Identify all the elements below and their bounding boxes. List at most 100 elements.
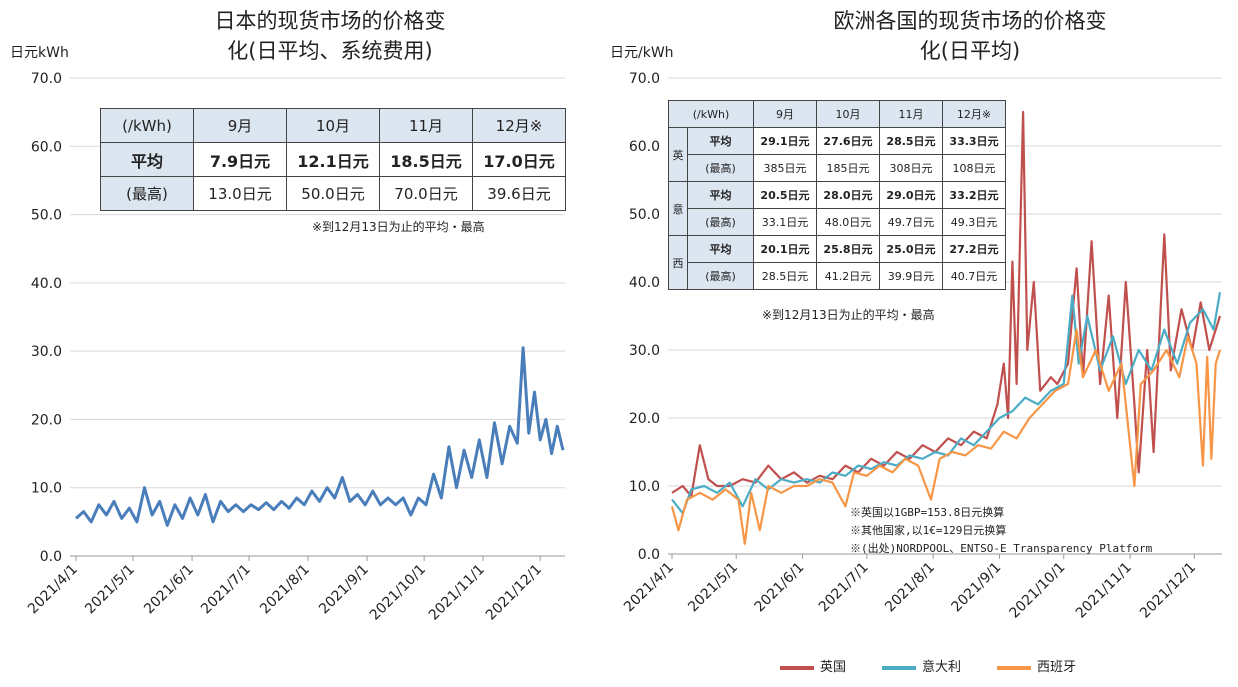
eu-th-dec: 12月※ — [942, 100, 1006, 128]
jp-th-oct: 10月 — [286, 108, 380, 143]
eu-cell: 28.0日元 — [816, 181, 880, 209]
jp-y-tick-label: 30.0 — [31, 344, 62, 360]
jp-y-tick-label: 0.0 — [40, 549, 62, 565]
eu-cell: 20.5日元 — [753, 181, 817, 209]
eu-table-note: ※到12月13日为止的平均・最高 — [762, 308, 935, 322]
eu-cell: 385日元 — [753, 154, 817, 182]
jp-x-tick-label: 2021/8/1 — [257, 562, 313, 618]
eu-cell: 185日元 — [816, 154, 880, 182]
eu-cell: 41.2日元 — [816, 262, 880, 290]
eu-row-label: (最高) — [687, 154, 754, 182]
eu-x-tick-label: 2021/9/1 — [949, 560, 1005, 616]
eu-th-oct: 10月 — [816, 100, 880, 128]
legend-swatch-it — [882, 665, 917, 670]
jp-cell: 18.5日元 — [379, 142, 473, 177]
jp-y-tick-label: 70.0 — [31, 71, 62, 87]
eu-x-tick-label: 2021/6/1 — [752, 560, 808, 616]
eu-y-tick-label: 50.0 — [629, 207, 660, 223]
jp-x-tick-label: 2021/7/1 — [198, 562, 254, 618]
eu-it-avg-row: 意 平均 20.5日元 28.0日元 29.0日元 33.2日元 — [668, 181, 1006, 236]
eu-es-max-row: (最高) 28.5日元 41.2日元 39.9日元 40.7日元 — [669, 262, 1006, 290]
eu-title-line-2: 化(日平均) — [919, 39, 1021, 63]
jp-th-nov: 11月 — [379, 108, 473, 143]
jp-y-tick-label: 60.0 — [31, 139, 62, 155]
eu-cell: 308日元 — [879, 154, 943, 182]
eu-x-tick-label: 2021/11/1 — [1073, 560, 1135, 622]
eu-es-avg-row: 西 平均 20.1日元 25.8日元 25.0日元 27.2日元 — [668, 235, 1006, 290]
jp-x-tick-label: 2021/5/1 — [82, 562, 138, 618]
jp-series-line-0 — [74, 346, 565, 527]
eu-cell: 49.3日元 — [942, 208, 1006, 236]
eu-note-1: ※英国以1GBP=153.8日元换算 — [850, 506, 1005, 519]
eu-row-label: 平均 — [687, 235, 754, 263]
eu-cell: 108日元 — [942, 154, 1006, 182]
eu-table-header: (/kWh) 9月 10月 11月 12月※ — [668, 100, 1006, 128]
jp-x-tick-label: 2021/11/1 — [426, 562, 488, 624]
jp-th-sep: 9月 — [193, 108, 287, 143]
eu-cell: 29.0日元 — [879, 181, 943, 209]
eu-y-tick-label: 30.0 — [629, 343, 660, 359]
jp-table-header: (/kWh) 9月 10月 11月 12月※ — [100, 108, 566, 143]
jp-row-label: 平均 — [100, 142, 194, 177]
legend-item-es: 西班牙 — [997, 656, 1076, 675]
eu-cell: 33.2日元 — [942, 181, 1006, 209]
jp-row-label: (最高) — [100, 176, 194, 211]
eu-country-uk: 英 — [668, 127, 688, 182]
jp-cell: 7.9日元 — [193, 142, 287, 177]
eu-row-label: (最高) — [687, 208, 754, 236]
eu-legend: 英国 意大利 西班牙 — [780, 656, 1076, 675]
eu-y-tick-label: 70.0 — [629, 71, 660, 87]
eu-cell: 27.6日元 — [816, 127, 880, 155]
jp-summary-table: (/kWh) 9月 10月 11月 12月※ 平均 7.9日元 12.1日元 1… — [100, 108, 566, 211]
eu-uk-avg-row: 英 平均 29.1日元 27.6日元 28.5日元 33.3日元 — [668, 127, 1006, 182]
jp-table-row-max: (最高) 13.0日元 50.0日元 70.0日元 39.6日元 — [100, 176, 566, 211]
eu-chart-title: 欧洲各国的现货市场的价格变 化(日平均) — [770, 6, 1170, 66]
eu-uk-max-row: (最高) 385日元 185日元 308日元 108日元 — [669, 154, 1006, 182]
jp-x-tick-label: 2021/9/1 — [316, 562, 372, 618]
eu-cell: 40.7日元 — [942, 262, 1006, 290]
eu-cell: 29.1日元 — [753, 127, 817, 155]
legend-item-it: 意大利 — [882, 656, 961, 675]
legend-item-uk: 英国 — [780, 656, 846, 675]
eu-th-unit: (/kWh) — [668, 100, 754, 128]
eu-cell: 49.7日元 — [879, 208, 943, 236]
eu-x-tick-label: 2021/8/1 — [882, 560, 938, 616]
eu-cell: 33.1日元 — [753, 208, 817, 236]
jp-y-tick-label: 40.0 — [31, 276, 62, 292]
eu-y-tick-label: 60.0 — [629, 139, 660, 155]
eu-row-label: 平均 — [687, 181, 754, 209]
jp-cell: 17.0日元 — [472, 142, 566, 177]
jp-title-line-1: 日本的现货市场的价格变 — [214, 9, 446, 33]
jp-table-row-avg: 平均 7.9日元 12.1日元 18.5日元 17.0日元 — [100, 142, 566, 177]
eu-cell: 28.5日元 — [879, 127, 943, 155]
jp-y-unit: 日元kWh — [10, 45, 69, 61]
jp-table-note: ※到12月13日为止的平均・最高 — [312, 220, 485, 234]
jp-cell: 39.6日元 — [472, 176, 566, 211]
legend-label-it: 意大利 — [922, 660, 962, 675]
legend-label-uk: 英国 — [820, 660, 847, 675]
jp-cell: 13.0日元 — [193, 176, 287, 211]
jp-title-line-2: 化(日平均、系统费用) — [227, 39, 433, 63]
legend-swatch-uk — [780, 665, 814, 670]
eu-note-3: ※(出处)NORDPOOL、ENTSO-E Transparency Platf… — [850, 542, 1153, 555]
legend-swatch-es — [997, 665, 1032, 670]
jp-cell: 70.0日元 — [379, 176, 473, 211]
jp-cell: 50.0日元 — [286, 176, 380, 211]
eu-x-tick-label: 2021/5/1 — [685, 560, 741, 616]
eu-country-es: 西 — [668, 235, 688, 290]
eu-cell: 25.0日元 — [879, 235, 943, 263]
eu-x-tick-label: 2021/7/1 — [816, 560, 872, 616]
eu-x-tick-label: 2021/12/1 — [1137, 560, 1199, 622]
legend-label-es: 西班牙 — [1037, 660, 1077, 675]
eu-y-tick-label: 40.0 — [629, 275, 660, 291]
eu-y-unit: 日元/kWh — [610, 45, 674, 61]
eu-y-tick-label: 20.0 — [629, 411, 660, 427]
eu-summary-table: (/kWh) 9月 10月 11月 12月※ 英 平均 29.1日元 27.6日… — [668, 100, 1006, 290]
jp-x-tick-label: 2021/10/1 — [367, 562, 429, 624]
eu-row-label: 平均 — [687, 127, 754, 155]
jp-x-tick-label: 2021/4/1 — [25, 562, 81, 618]
eu-cell: 33.3日元 — [942, 127, 1006, 155]
jp-x-tick-label: 2021/12/1 — [483, 562, 545, 624]
jp-y-tick-label: 50.0 — [31, 208, 62, 224]
